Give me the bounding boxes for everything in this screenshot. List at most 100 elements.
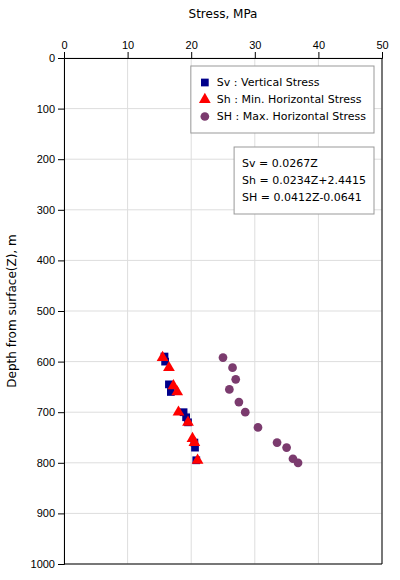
point [231,375,240,384]
tick: 1000 [31,558,64,570]
tick: 50 [376,39,388,58]
axis-line [65,52,383,59]
legend: Sv : Vertical Stress Sh : Min. Horizontal… [191,66,374,133]
tick-mark [58,311,64,312]
legend-label: SH : Max. Horizontal Stress [217,110,366,123]
grid-line [64,462,382,463]
frame [64,564,382,565]
legend-symbol [199,93,211,103]
point [157,351,169,361]
point [225,385,234,394]
series [219,353,303,467]
tick: 0 [49,52,64,64]
tick: 100 [37,103,64,115]
point [182,416,194,426]
tick-label: 200 [37,153,55,165]
tick-label: 900 [37,507,55,519]
point [163,361,175,371]
axis-line [58,59,65,565]
x-axis-title: Stress, MPa [189,7,258,21]
tick-mark [64,52,65,58]
tick-label: 1000 [31,558,55,570]
tick: 400 [37,254,64,266]
tick-mark [58,463,64,464]
tick-label: 40 [313,39,325,51]
tick-label: 300 [37,204,55,216]
tick: 40 [313,39,325,58]
tick-mark [58,362,64,363]
grid-line [64,564,382,565]
tick: 0 [61,39,67,58]
y-axis: 0 100 200 300 400 500 600 700 800 900 1000 [31,52,65,570]
tick-mark [58,210,64,211]
annotation-box [234,147,374,214]
legend-label: Sv : Vertical Stress [217,76,320,89]
tick: 30 [249,39,261,58]
legend-symbol [201,79,209,87]
tick-mark [58,58,64,59]
tick: 500 [37,305,64,317]
tick: 600 [37,356,64,368]
grid-line [64,513,382,514]
point [282,443,291,452]
chart: 0102030405001002003004005006007008009001… [0,0,400,580]
point [188,436,200,446]
tick-label: 100 [37,103,55,115]
annotation: Sv = 0.0267Z Sh = 0.0234Z+2.4415 SH = 0.04… [234,147,374,214]
grid-line [382,58,383,564]
point [192,453,204,463]
point [294,458,303,467]
series [157,351,204,464]
tick-label: 500 [37,305,55,317]
point [173,405,185,415]
tick-mark [255,52,256,58]
point [228,363,237,372]
tick: 900 [37,507,64,519]
tick-mark [191,52,192,58]
annotation-text: Sv = 0.0267Z [242,157,318,170]
y-axis-title: Depth from surface(Z), m [5,234,19,387]
point [219,353,228,362]
plot: 0102030405001002003004005006007008009001… [31,39,389,570]
tick: 700 [37,406,64,418]
tick: 800 [37,457,64,469]
tick-label: 0 [49,52,55,64]
tick-mark [58,513,64,514]
x-axis: 0 10 20 30 40 50 [61,39,388,59]
tick-mark [382,52,383,58]
tick-mark [318,52,319,58]
tick-label: 600 [37,356,55,368]
point [254,423,263,432]
tick-label: 10 [122,39,134,51]
tick-mark [128,52,129,58]
point [273,438,282,447]
annotation-text: Sh = 0.0234Z+2.4415 [242,174,366,187]
tick-mark [58,260,64,261]
tick-mark [58,159,64,160]
grid-line [64,412,382,413]
tick-label: 800 [37,457,55,469]
tick: 10 [122,39,134,58]
grid [64,58,382,564]
tick-label: 400 [37,254,55,266]
frame [382,58,383,564]
annotation-text: SH = 0.0412Z-0.0641 [242,191,362,204]
legend-symbol [200,112,209,121]
point [241,408,250,417]
tick: 300 [37,204,64,216]
tick-mark [58,564,64,565]
points [157,351,303,467]
tick-label: 700 [37,406,55,418]
tick-label: 30 [249,39,261,51]
tick-label: 20 [186,39,198,51]
tick-mark [58,412,64,413]
legend-box [191,66,374,133]
series [161,353,201,464]
legend-label: Sh : Min. Horizontal Stress [217,93,362,106]
point [171,385,183,395]
point [235,398,244,407]
grid-line [64,311,382,312]
tick-mark [58,109,64,110]
grid-line [64,260,382,261]
tick: 20 [186,39,198,58]
